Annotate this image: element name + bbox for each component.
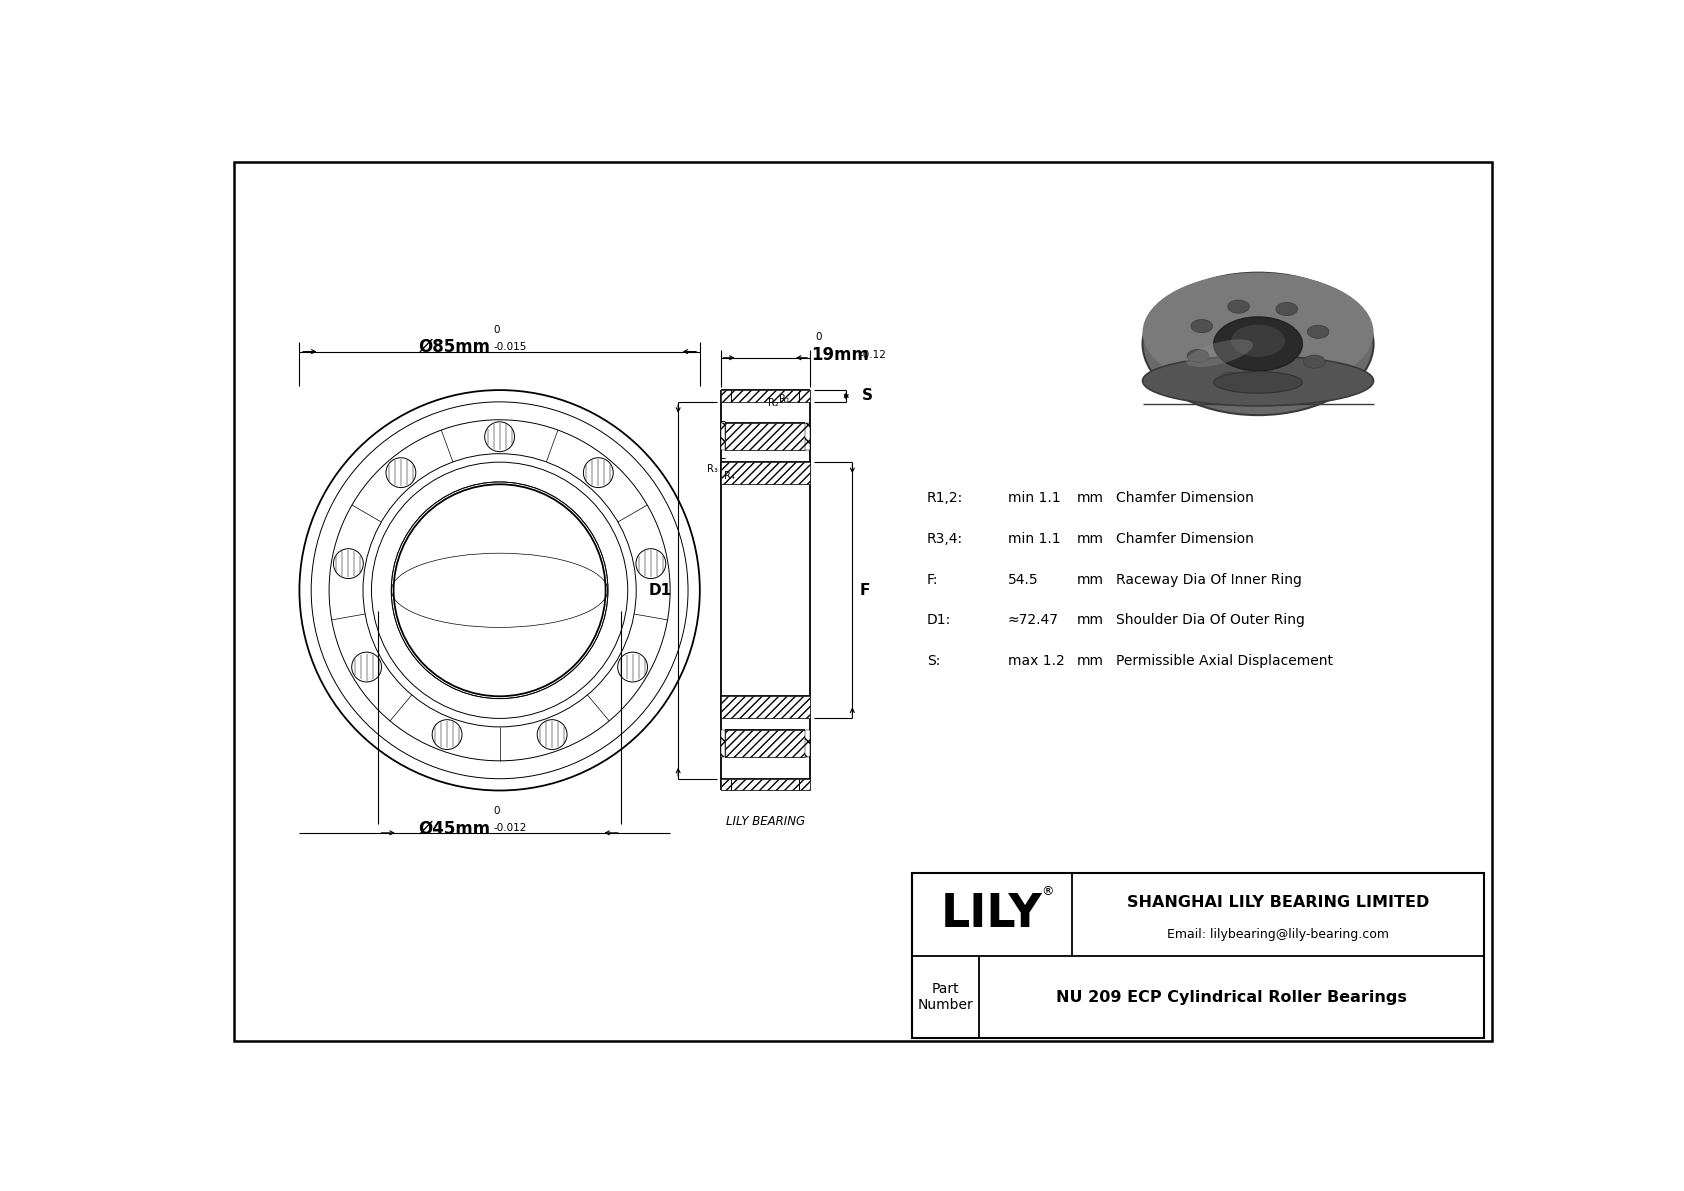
Bar (721, 462, 810, 485)
Text: min 1.1: min 1.1 (1007, 491, 1061, 505)
Text: -0.12: -0.12 (859, 350, 886, 360)
Ellipse shape (1307, 325, 1329, 338)
Ellipse shape (1214, 317, 1302, 370)
Text: mm: mm (1078, 613, 1105, 628)
Text: Chamfer Dimension: Chamfer Dimension (1115, 531, 1253, 545)
Ellipse shape (1276, 303, 1297, 316)
Text: Email: lilybearing@lily-bearing.com: Email: lilybearing@lily-bearing.com (1167, 928, 1389, 941)
Text: LILY BEARING: LILY BEARING (726, 815, 805, 828)
Ellipse shape (1231, 325, 1285, 357)
Text: ≈72.47: ≈72.47 (1007, 613, 1059, 628)
Ellipse shape (1187, 349, 1209, 362)
Text: mm: mm (1078, 491, 1105, 505)
Text: Chamfer Dimension: Chamfer Dimension (1115, 491, 1253, 505)
Text: mm: mm (1078, 654, 1105, 668)
Bar (726, 730, 805, 757)
Text: R1,2:: R1,2: (926, 491, 963, 505)
Text: D1:: D1: (926, 613, 951, 628)
Text: 0: 0 (815, 332, 822, 342)
Ellipse shape (1191, 319, 1212, 332)
Text: R₄: R₄ (724, 472, 734, 481)
Text: Part
Number: Part Number (918, 981, 973, 1012)
Text: D1: D1 (648, 582, 672, 598)
Text: R₂: R₂ (768, 398, 780, 409)
Bar (721, 697, 810, 718)
Text: ®: ® (1042, 885, 1054, 898)
Ellipse shape (1142, 273, 1374, 416)
Bar (805, 730, 810, 757)
Text: min 1.1: min 1.1 (1007, 531, 1061, 545)
Bar (805, 423, 810, 450)
Bar (721, 423, 726, 450)
Text: 54.5: 54.5 (1007, 573, 1039, 586)
Text: -0.015: -0.015 (493, 342, 527, 353)
Ellipse shape (1142, 273, 1374, 392)
Bar (721, 391, 810, 401)
Ellipse shape (1303, 355, 1325, 368)
Ellipse shape (1214, 372, 1302, 393)
Ellipse shape (1228, 300, 1250, 313)
Ellipse shape (1142, 356, 1374, 406)
Text: SHANGHAI LILY BEARING LIMITED: SHANGHAI LILY BEARING LIMITED (1127, 896, 1430, 910)
Ellipse shape (1186, 339, 1253, 367)
Text: F: F (861, 582, 871, 598)
Text: R₁: R₁ (780, 394, 790, 404)
Bar (726, 423, 805, 450)
Text: Raceway Dia Of Inner Ring: Raceway Dia Of Inner Ring (1115, 573, 1302, 586)
Text: Permissible Axial Displacement: Permissible Axial Displacement (1115, 654, 1332, 668)
Text: -0.012: -0.012 (493, 823, 527, 834)
Text: NU 209 ECP Cylindrical Roller Bearings: NU 209 ECP Cylindrical Roller Bearings (1056, 990, 1408, 1004)
Text: S: S (862, 388, 872, 404)
Text: Ø45mm: Ø45mm (418, 819, 490, 837)
Bar (721, 779, 810, 791)
Text: Shoulder Dia Of Outer Ring: Shoulder Dia Of Outer Ring (1115, 613, 1305, 628)
Text: mm: mm (1078, 531, 1105, 545)
Text: F:: F: (926, 573, 938, 586)
Bar (721, 730, 726, 757)
Ellipse shape (1266, 375, 1288, 387)
Text: Ø85mm: Ø85mm (418, 338, 490, 356)
Text: 19mm: 19mm (812, 345, 869, 363)
Text: LILY: LILY (941, 892, 1042, 937)
Text: 0: 0 (493, 325, 500, 335)
Text: 0: 0 (493, 806, 500, 816)
Ellipse shape (1219, 373, 1239, 386)
Text: R3,4:: R3,4: (926, 531, 963, 545)
Bar (911, 873, 1484, 1039)
Text: mm: mm (1078, 573, 1105, 586)
Text: S:: S: (926, 654, 940, 668)
Text: R₃: R₃ (707, 464, 717, 474)
Text: max 1.2: max 1.2 (1007, 654, 1064, 668)
